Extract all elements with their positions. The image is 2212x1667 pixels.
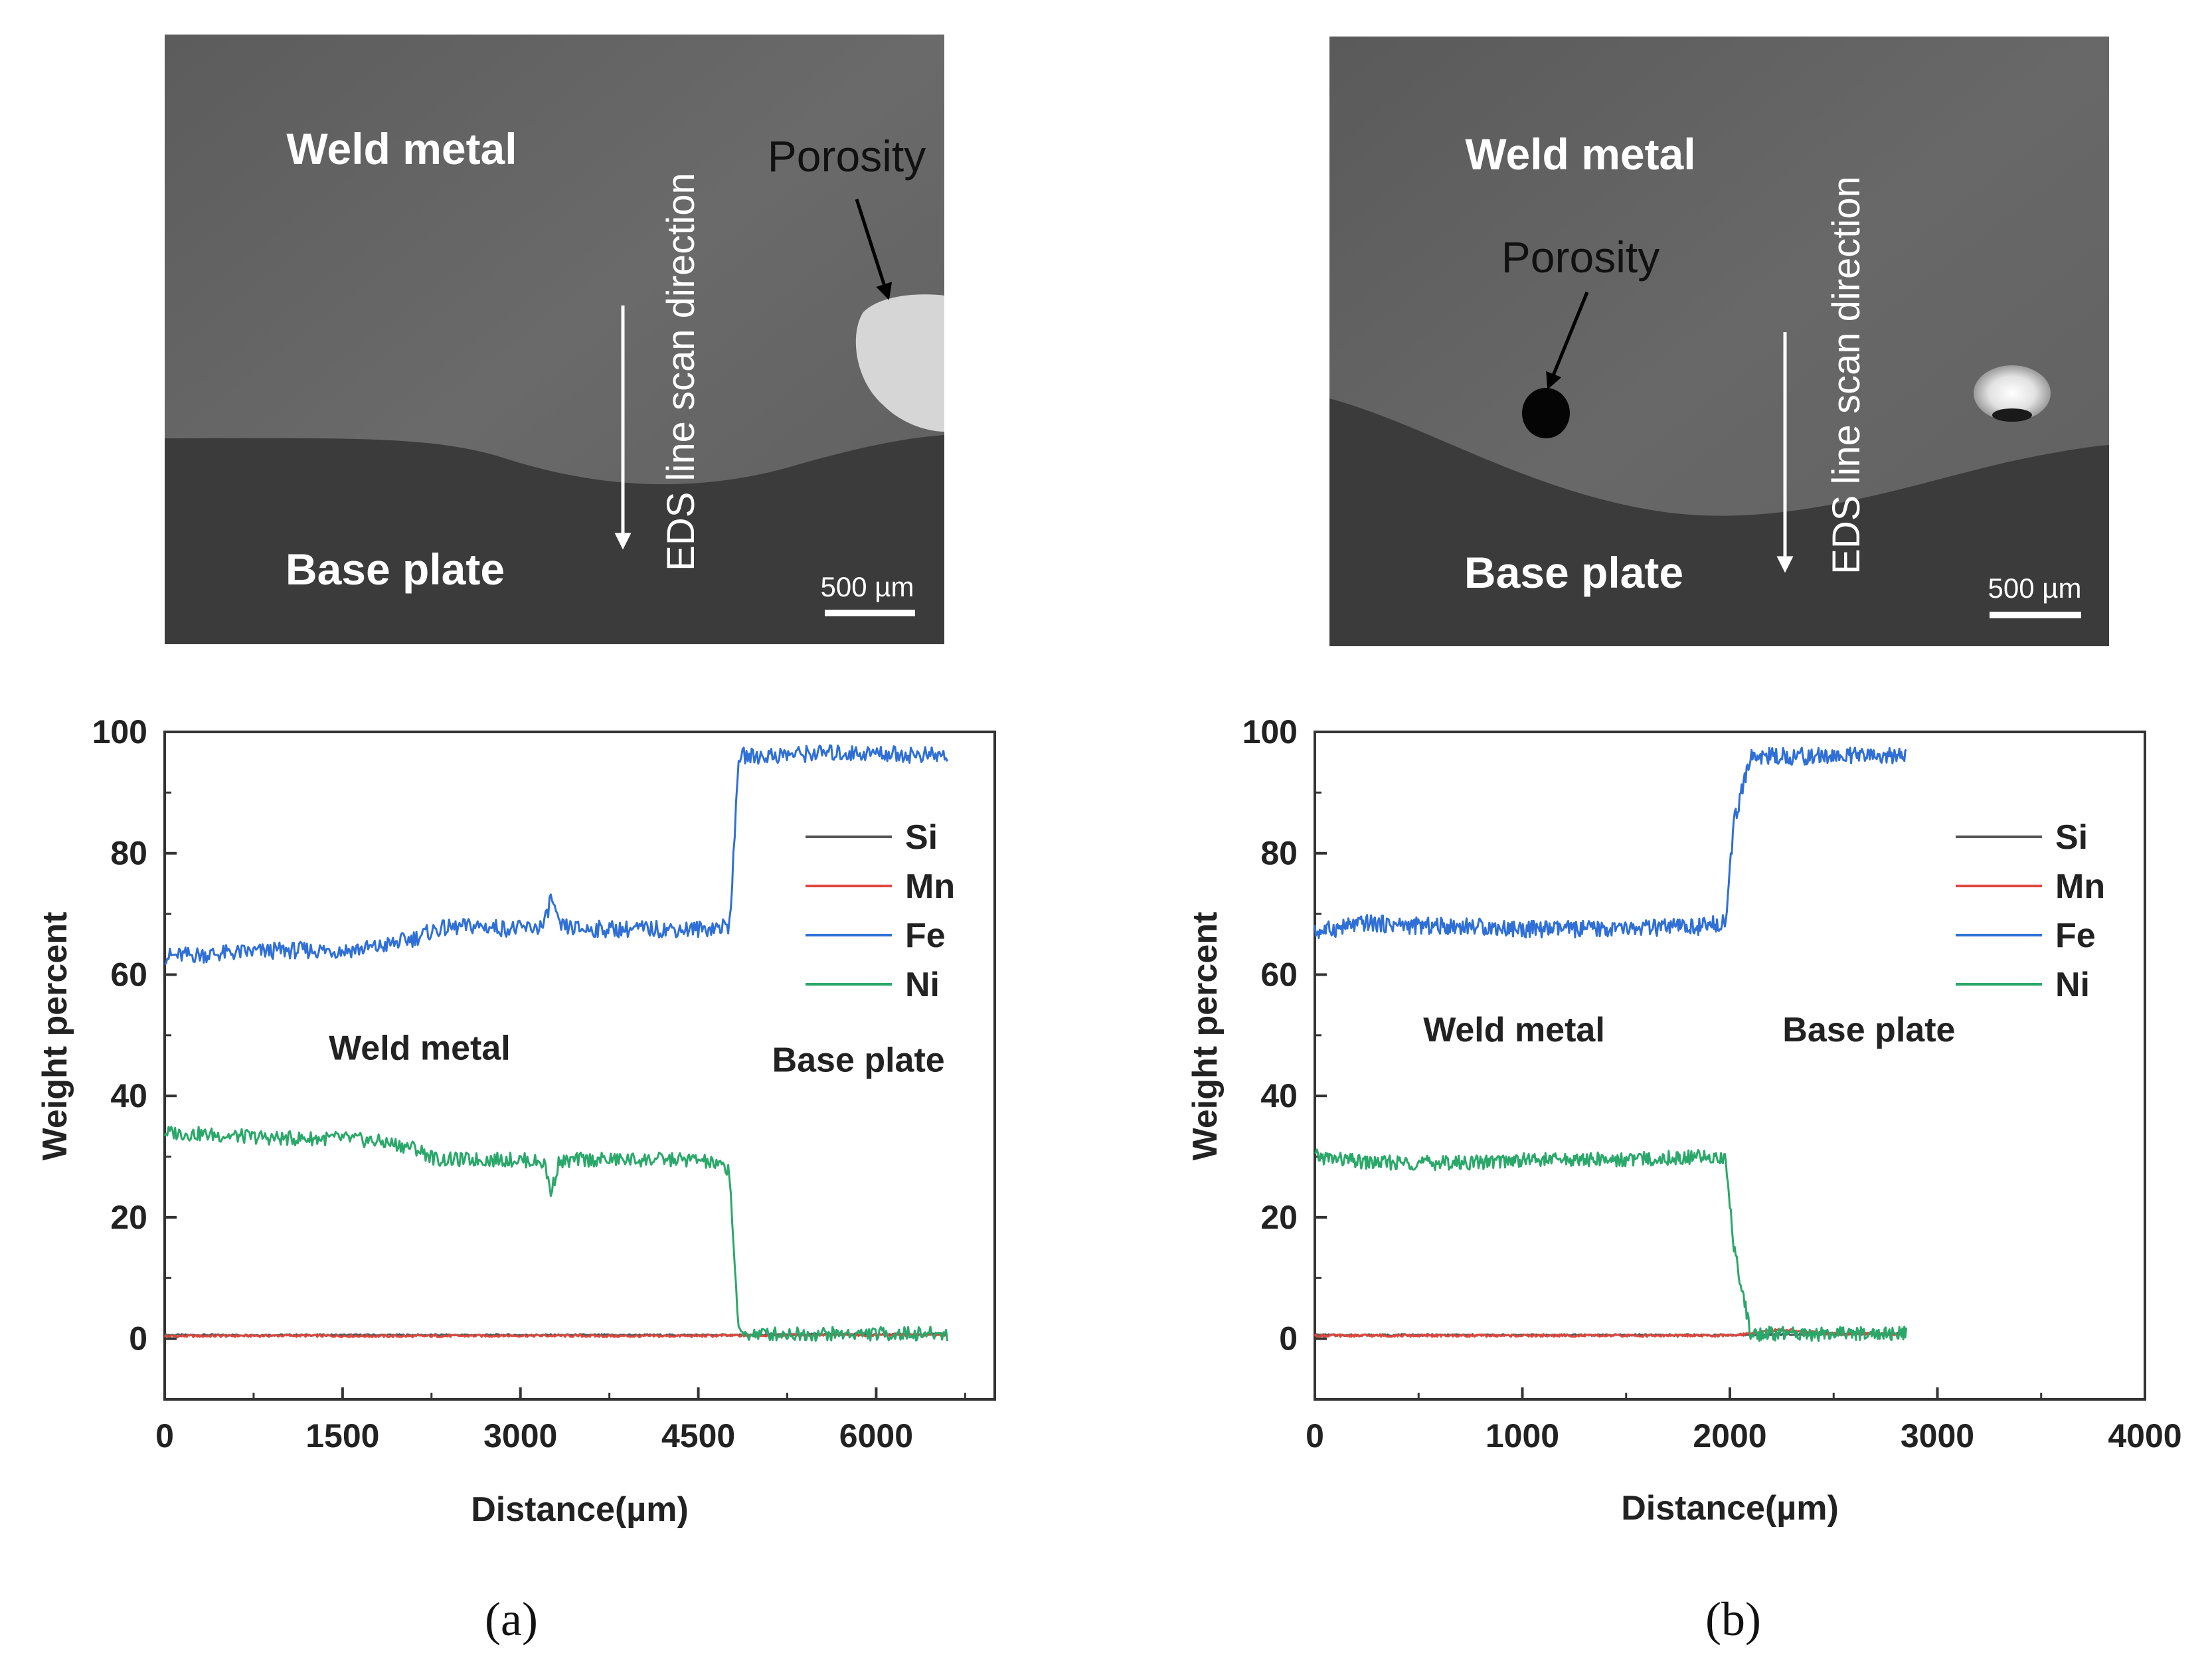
y-tick-label-a: 0: [129, 1320, 147, 1358]
sem-scale-bar-b: [1990, 612, 2081, 618]
series-group-a: [163, 744, 949, 1342]
region-annotation-b: Base plate: [1782, 1011, 1955, 1049]
sem-porosity-label-b: Porosity: [1501, 232, 1659, 282]
sem-porosity-bright-b: [1974, 365, 2051, 421]
sem-image-a: Weld metal Base plate Porosity EDS line …: [165, 35, 944, 644]
sem-porosity-shadow-b: [1992, 408, 2032, 422]
sem-weld-label-b: Weld metal: [1465, 130, 1695, 179]
region-annotation-b: Weld metal: [1423, 1011, 1605, 1049]
sem-scale-label-a: 500 µm: [821, 571, 914, 602]
sem-base-label-b: Base plate: [1464, 548, 1683, 597]
y-tick-label-a: 20: [110, 1199, 147, 1236]
x-axis-label-b: Distance(µm): [1621, 1489, 1839, 1528]
sem-porosity-arrow-a: [855, 199, 893, 300]
y-tick-label-a: 100: [92, 713, 147, 750]
sem-scale-label-b: 500 µm: [1988, 572, 2082, 604]
sem-weld-label-a: Weld metal: [286, 124, 517, 173]
axis-ticks-b: [1314, 731, 2146, 1401]
legend-label-si-b: Si: [2055, 818, 2088, 857]
legend-a: Si Mn Fe Ni: [806, 818, 955, 1004]
sem-porosity-blob-a: [855, 294, 944, 432]
plot-frame-b: [1314, 731, 2146, 1401]
y-tick-label-b: 0: [1279, 1320, 1298, 1358]
y-tick-label-a: 80: [110, 835, 147, 872]
legend-label-ni-b: Ni: [2055, 966, 2090, 1004]
annotations-b: Weld metal Base plate: [1423, 1011, 1955, 1049]
sem-base-label-a: Base plate: [286, 545, 505, 594]
series-fe-line-a: [164, 744, 948, 966]
x-tick-label-b: 3000: [1901, 1417, 1974, 1454]
tick-labels-a: 0 1500 3000 4500 6000 0 20 40 60 80 100: [92, 713, 913, 1454]
sem-image-b: Weld metal Base plate Porosity EDS line …: [1329, 37, 2109, 646]
legend-label-ni-a: Ni: [905, 966, 940, 1004]
y-tick-label-b: 80: [1260, 835, 1298, 872]
x-tick-label-b: 4000: [2108, 1417, 2181, 1454]
x-tick-label-b: 0: [1306, 1417, 1324, 1454]
x-tick-label-a: 0: [155, 1417, 174, 1454]
y-tick-label-b: 20: [1260, 1199, 1298, 1236]
x-tick-label-a: 6000: [839, 1417, 913, 1454]
annotations-a: Weld metal Base plate: [329, 1029, 945, 1079]
legend-label-mn-b: Mn: [2055, 867, 2105, 906]
x-tick-label-b: 2000: [1693, 1417, 1766, 1454]
sem-base-region-b: [1329, 398, 2109, 646]
tick-labels-b: 0 1000 2000 3000 4000 0 20 40 60 80 100: [1242, 713, 2182, 1454]
sem-porosity-arrow-b: [1546, 292, 1589, 390]
caption-b: (b): [1705, 1593, 1761, 1646]
y-tick-label-a: 60: [110, 956, 147, 993]
y-tick-label-b: 40: [1260, 1077, 1298, 1114]
chart-a: 0 1500 3000 4500 6000 0 20 40 60 80 100 Weld metal…: [36, 713, 996, 1529]
region-annotation-a: Weld metal: [329, 1029, 511, 1067]
plot-frame-a: [163, 731, 996, 1401]
axis-ticks-a: [163, 731, 966, 1401]
sem-base-region-a: [165, 435, 944, 644]
x-tick-label-a: 3000: [483, 1417, 557, 1454]
series-ni-line-a: [163, 1126, 949, 1342]
y-tick-label-b: 60: [1260, 956, 1298, 993]
series-ni-line-b: [1314, 1148, 1908, 1342]
x-tick-label-b: 1000: [1486, 1417, 1559, 1454]
sem-scan-label-b: EDS line scan direction: [1825, 176, 1868, 574]
series-mn-line-b: [1314, 1327, 1907, 1338]
legend-b: Si Mn Fe Ni: [1956, 818, 2105, 1004]
chart-b: 0 1000 2000 3000 4000 0 20 40 60 80 100 Weld metal…: [1186, 713, 2182, 1528]
y-axis-label-a: Weight percent: [36, 912, 74, 1161]
sem-scale-bar-a: [825, 610, 915, 616]
series-fe-line-b: [1314, 746, 1907, 939]
y-axis-label-b: Weight percent: [1186, 912, 1225, 1161]
legend-label-fe-b: Fe: [2055, 917, 2096, 955]
region-annotation-a: Base plate: [772, 1041, 945, 1080]
caption-a: (a): [485, 1593, 538, 1646]
x-tick-label-a: 4500: [661, 1417, 735, 1454]
sem-porosity-dark-b: [1522, 388, 1570, 438]
y-tick-label-b: 100: [1242, 713, 1298, 750]
legend-label-mn-a: Mn: [905, 867, 955, 906]
x-tick-label-a: 1500: [305, 1417, 379, 1454]
y-tick-label-a: 40: [110, 1077, 147, 1114]
series-group-b: [1314, 746, 1908, 1342]
legend-label-si-a: Si: [905, 818, 938, 857]
legend-label-fe-a: Fe: [905, 917, 946, 955]
sem-porosity-label-a: Porosity: [768, 132, 926, 181]
sem-scan-label-a: EDS line scan direction: [659, 173, 703, 571]
x-axis-label-a: Distance(µm): [471, 1490, 689, 1529]
